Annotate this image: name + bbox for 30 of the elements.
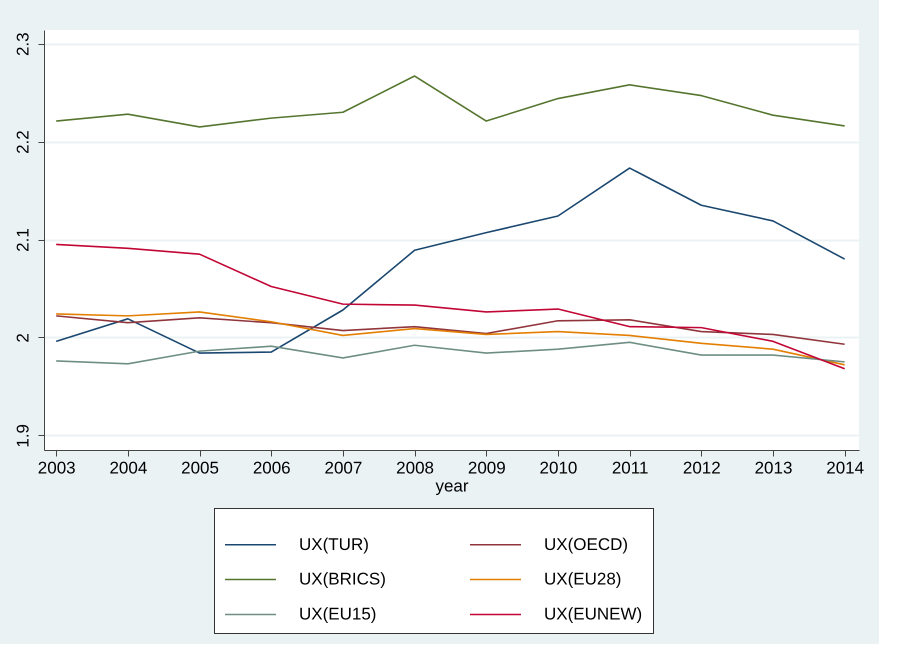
legend-label: UX(BRICS) xyxy=(299,570,386,588)
x-tick-label: 2009 xyxy=(468,458,506,478)
legend-label: UX(EUNEW) xyxy=(544,604,642,624)
legend-label: UX(EU28) xyxy=(544,570,622,588)
x-tick-label: 2010 xyxy=(540,458,578,478)
legend-label: UX(OECD) xyxy=(544,534,628,554)
y-tick-label: 1.9 xyxy=(14,424,32,448)
x-tick-label: 2014 xyxy=(826,458,864,478)
line-series xyxy=(55,311,846,366)
x-tick-label: 2004 xyxy=(109,458,148,478)
y-tick-label: 2.2 xyxy=(14,130,32,154)
legend-label: UX(TUR) xyxy=(299,534,369,554)
x-tick-label: 2006 xyxy=(252,458,291,478)
legend-label: UX(EU15) xyxy=(299,604,376,624)
line-series xyxy=(55,75,846,128)
x-tick-label: 2013 xyxy=(754,458,792,478)
x-tick-label: 2007 xyxy=(324,458,362,478)
line-series xyxy=(55,244,846,370)
line-series xyxy=(55,167,846,354)
x-tick-label: 2012 xyxy=(682,458,721,478)
y-tick-label: 2.3 xyxy=(14,32,32,56)
x-tick-label: 2005 xyxy=(181,458,219,478)
x-tick-label: 2011 xyxy=(612,458,648,478)
x-tick-label: 2003 xyxy=(38,458,76,478)
line-series xyxy=(55,342,846,365)
y-tick-label: 2.1 xyxy=(14,228,32,252)
line-series xyxy=(55,315,846,346)
y-tick-label: 2 xyxy=(14,333,32,343)
x-tick-label: 2008 xyxy=(396,458,434,478)
x-axis-title: year xyxy=(435,476,469,496)
